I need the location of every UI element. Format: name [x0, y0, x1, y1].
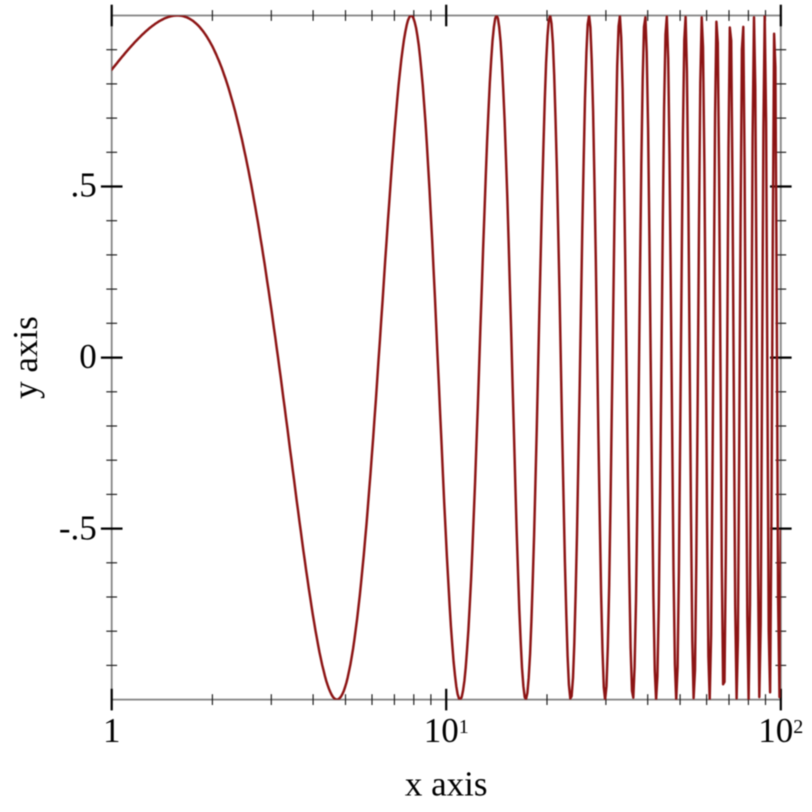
svg-text:-.5: -.5 [59, 509, 97, 548]
svg-text:1: 1 [103, 711, 121, 750]
svg-text:y axis: y axis [6, 316, 45, 399]
svg-text:.5: .5 [71, 165, 97, 204]
svg-text:x axis: x axis [405, 765, 488, 804]
svg-text:0: 0 [79, 337, 97, 376]
